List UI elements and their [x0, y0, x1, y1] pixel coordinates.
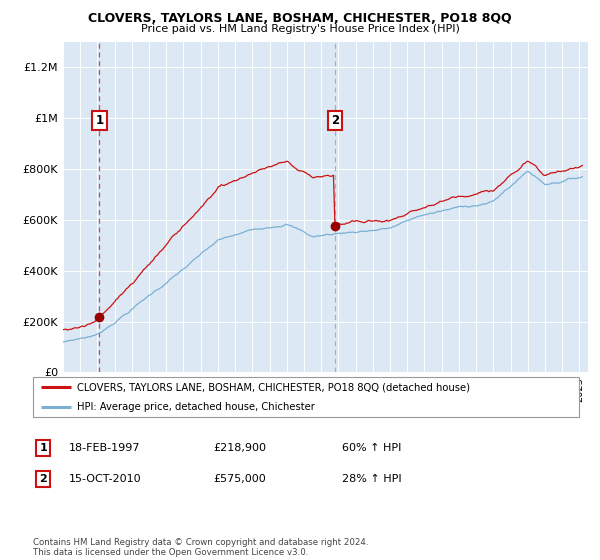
- Text: £218,900: £218,900: [213, 443, 266, 453]
- Text: 60% ↑ HPI: 60% ↑ HPI: [342, 443, 401, 453]
- Text: Price paid vs. HM Land Registry's House Price Index (HPI): Price paid vs. HM Land Registry's House …: [140, 24, 460, 34]
- Text: 2: 2: [331, 114, 339, 127]
- Text: 15-OCT-2010: 15-OCT-2010: [69, 474, 142, 484]
- Text: 2: 2: [40, 474, 47, 484]
- Text: 18-FEB-1997: 18-FEB-1997: [69, 443, 140, 453]
- Text: 28% ↑ HPI: 28% ↑ HPI: [342, 474, 401, 484]
- Text: HPI: Average price, detached house, Chichester: HPI: Average price, detached house, Chic…: [77, 402, 314, 412]
- Text: CLOVERS, TAYLORS LANE, BOSHAM, CHICHESTER, PO18 8QQ: CLOVERS, TAYLORS LANE, BOSHAM, CHICHESTE…: [88, 12, 512, 25]
- Text: £575,000: £575,000: [213, 474, 266, 484]
- Text: 1: 1: [40, 443, 47, 453]
- Text: CLOVERS, TAYLORS LANE, BOSHAM, CHICHESTER, PO18 8QQ (detached house): CLOVERS, TAYLORS LANE, BOSHAM, CHICHESTE…: [77, 382, 470, 393]
- Text: Contains HM Land Registry data © Crown copyright and database right 2024.
This d: Contains HM Land Registry data © Crown c…: [33, 538, 368, 557]
- FancyBboxPatch shape: [33, 377, 579, 417]
- Text: 1: 1: [95, 114, 104, 127]
